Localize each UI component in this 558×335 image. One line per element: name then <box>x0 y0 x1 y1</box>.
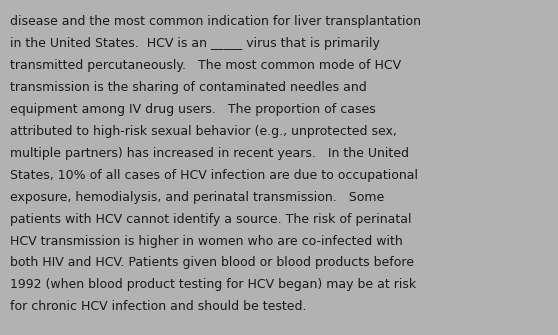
Text: both HIV and HCV. Patients given blood or blood products before: both HIV and HCV. Patients given blood o… <box>10 257 414 269</box>
Text: attributed to high-risk sexual behavior (e.g., unprotected sex,: attributed to high-risk sexual behavior … <box>10 125 397 138</box>
Text: HCV transmission is higher in women who are co-infected with: HCV transmission is higher in women who … <box>10 234 403 248</box>
Text: exposure, hemodialysis, and perinatal transmission.   Some: exposure, hemodialysis, and perinatal tr… <box>10 191 384 204</box>
Text: multiple partners) has increased in recent years.   In the United: multiple partners) has increased in rece… <box>10 147 409 160</box>
Text: patients with HCV cannot identify a source. The risk of perinatal: patients with HCV cannot identify a sour… <box>10 213 412 225</box>
Text: 1992 (when blood product testing for HCV began) may be at risk: 1992 (when blood product testing for HCV… <box>10 278 416 291</box>
Text: disease and the most common indication for liver transplantation: disease and the most common indication f… <box>10 15 421 28</box>
Text: States, 10% of all cases of HCV infection are due to occupational: States, 10% of all cases of HCV infectio… <box>10 169 418 182</box>
Text: transmitted percutaneously.   The most common mode of HCV: transmitted percutaneously. The most com… <box>10 59 401 72</box>
Text: equipment among IV drug users.   The proportion of cases: equipment among IV drug users. The propo… <box>10 103 376 116</box>
Text: for chronic HCV infection and should be tested.: for chronic HCV infection and should be … <box>10 300 306 313</box>
Text: in the United States.  HCV is an _____ virus that is primarily: in the United States. HCV is an _____ vi… <box>10 37 380 50</box>
Text: transmission is the sharing of contaminated needles and: transmission is the sharing of contamina… <box>10 81 367 94</box>
